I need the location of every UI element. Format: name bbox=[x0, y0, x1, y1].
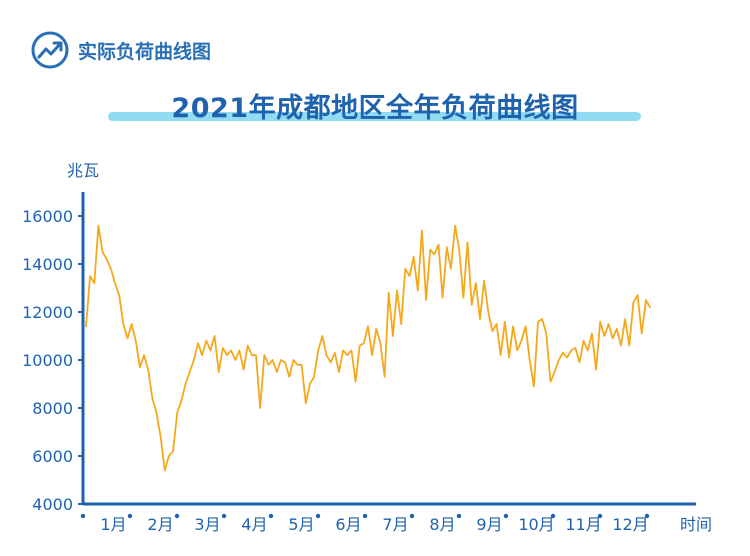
x-tick-mark bbox=[174, 513, 180, 519]
y-tick-label: 4000 bbox=[32, 495, 73, 514]
x-tick-label: 1月 bbox=[100, 515, 126, 534]
y-tick-label: 14000 bbox=[22, 255, 73, 274]
x-tick-mark bbox=[550, 513, 556, 519]
header: 实际负荷曲线图 bbox=[30, 30, 211, 70]
x-tick-label: 12月 bbox=[612, 515, 648, 534]
x-tick-mark bbox=[315, 513, 321, 519]
x-tick-label: 6月 bbox=[335, 515, 361, 534]
x-tick-label: 5月 bbox=[288, 515, 314, 534]
x-tick-label: 11月 bbox=[565, 515, 601, 534]
x-tick-label: 10月 bbox=[518, 515, 554, 534]
x-tick-label: 7月 bbox=[382, 515, 408, 534]
y-tick-label: 12000 bbox=[22, 303, 73, 322]
x-tick-label: 2月 bbox=[147, 515, 173, 534]
x-tick-mark bbox=[268, 513, 274, 519]
trending-up-icon bbox=[31, 31, 69, 69]
x-tick-mark bbox=[80, 513, 86, 519]
y-tick-label: 16000 bbox=[22, 207, 73, 226]
x-tick-label: 8月 bbox=[429, 515, 455, 534]
load-curve-line bbox=[85, 224, 651, 472]
x-tick-mark bbox=[362, 513, 368, 519]
y-tick-label: 8000 bbox=[32, 399, 73, 418]
y-tick-label: 10000 bbox=[22, 351, 73, 370]
x-tick-mark bbox=[127, 513, 133, 519]
x-axis-label: 时间 bbox=[680, 515, 712, 534]
header-text: 实际负荷曲线图 bbox=[78, 40, 212, 63]
chart-title: 2021年成都地区全年负荷曲线图 bbox=[171, 93, 579, 124]
x-tick-mark bbox=[409, 513, 415, 519]
x-tick-label: 9月 bbox=[476, 515, 502, 534]
x-tick-mark bbox=[221, 513, 227, 519]
x-tick-label: 4月 bbox=[241, 515, 267, 534]
x-tick-label: 3月 bbox=[194, 515, 220, 534]
title-underline bbox=[108, 112, 641, 121]
x-tick-mark bbox=[503, 513, 509, 519]
y-tick-label: 6000 bbox=[32, 447, 73, 466]
x-tick-mark bbox=[597, 513, 603, 519]
x-tick-mark bbox=[456, 513, 462, 519]
x-tick-mark bbox=[644, 513, 650, 519]
y-axis-label: 兆瓦 bbox=[67, 161, 99, 180]
